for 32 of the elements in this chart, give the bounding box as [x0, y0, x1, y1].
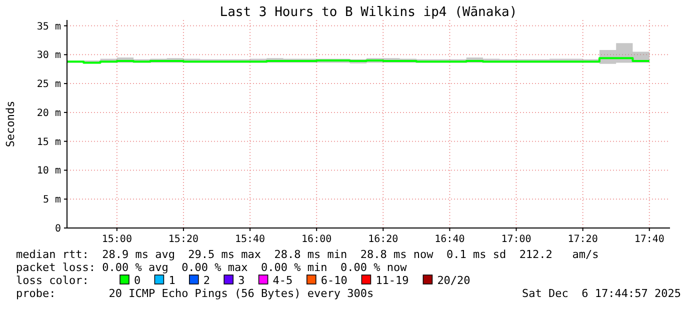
y-tick-label: 35 m [36, 21, 61, 32]
legend-label: 4-5 [272, 274, 293, 287]
x-tick-label: 15:20 [168, 234, 199, 245]
chart-title: Last 3 Hours to B Wilkins ip4 (Wānaka) [220, 5, 518, 20]
x-tick-label: 17:00 [501, 234, 532, 245]
x-tick-label: 17:20 [568, 234, 598, 245]
text: probe: 20 ICMP Echo Pings (56 Bytes) every 300s [16, 287, 374, 300]
legend-label: 2 [203, 274, 210, 287]
x-tick-label: 16:20 [368, 234, 398, 245]
y-tick-label: 0 [54, 224, 61, 234]
x-tick-label: 16:40 [434, 234, 465, 245]
legend-label: 6-10 [320, 274, 348, 287]
legend-label: 20/20 [437, 274, 470, 287]
y-tick-label: 10 m [36, 166, 61, 177]
x-tick-label: 16:00 [302, 234, 332, 245]
y-tick-label: 20 m [36, 108, 61, 119]
legend-label: 0 [134, 274, 141, 287]
x-tick-label: 17:40 [634, 234, 664, 245]
y-tick-label: 25 m [36, 79, 61, 90]
y-axis-title: Seconds [4, 100, 17, 148]
legend-label: 3 [238, 274, 245, 287]
text: median rtt: 28.9 ms avg 29.5 ms max 28.8 ms min 28.8 ms now 0.1 ms sd 212.2 am/s [16, 248, 599, 261]
y-tick-label: 30 m [36, 50, 61, 62]
legend-label: 1 [168, 274, 176, 287]
x-tick-label: 15:00 [102, 234, 132, 245]
y-tick-label: 5 m [42, 194, 61, 206]
y-tick-label: 15 m [36, 136, 61, 148]
legend-title: loss color: [16, 274, 89, 287]
legend-label: 11-19 [376, 274, 409, 287]
text: Sat Dec 6 17:44:57 2025 [522, 287, 681, 300]
x-tick-label: 15:40 [234, 234, 266, 245]
text: packet loss: 0.00 % avg 0.00 % max 0.00 % min 0.00 % now [16, 261, 408, 274]
